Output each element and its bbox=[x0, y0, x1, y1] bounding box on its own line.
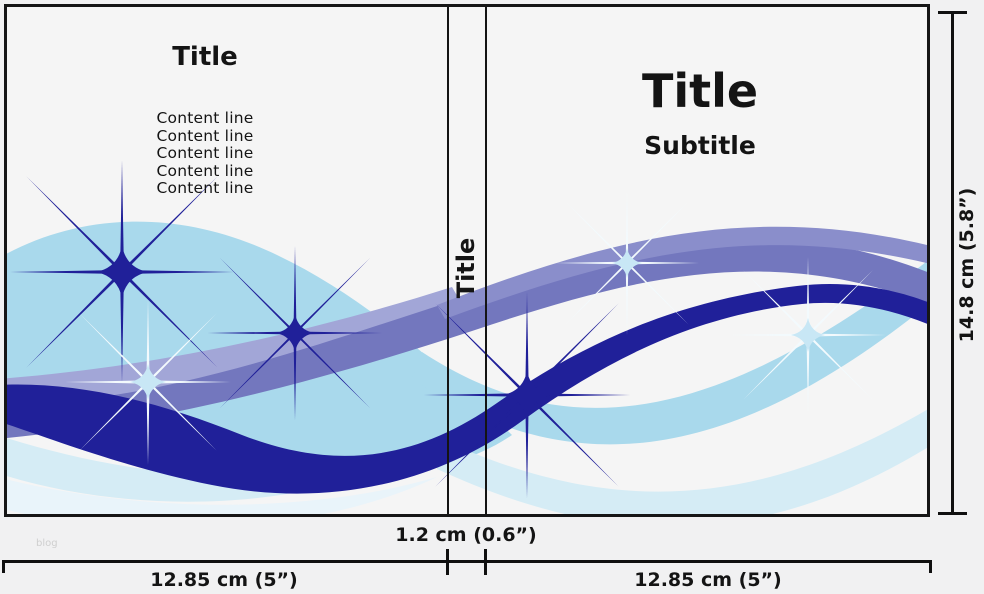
wave-navy bbox=[7, 284, 927, 494]
right-panel-width-label: 12.85 cm (5”) bbox=[634, 569, 782, 591]
height-line-bottom-tick bbox=[938, 512, 967, 515]
content-line: Content line bbox=[156, 161, 254, 180]
wave-lightblue-right bbox=[412, 261, 927, 445]
back-panel-title: Title bbox=[172, 42, 238, 72]
height-line-top-tick bbox=[938, 11, 967, 14]
swirl-artwork bbox=[7, 160, 927, 514]
width-line-left-end-tick bbox=[2, 560, 5, 573]
spine-left-line bbox=[447, 7, 449, 514]
spine-width-label: 1.2 cm (0.6”) bbox=[395, 524, 537, 546]
content-line: Content line bbox=[156, 179, 254, 197]
height-label: 14.8 cm (5.8”) bbox=[956, 187, 978, 343]
left-panel-width-label: 12.85 cm (5”) bbox=[150, 569, 298, 591]
sparkle-star-light-1 bbox=[65, 299, 231, 465]
content-line: Content line bbox=[156, 109, 254, 127]
wave-palest-left bbox=[7, 477, 437, 514]
front-panel-title: Title bbox=[641, 64, 759, 118]
spine-title: Title bbox=[452, 237, 480, 299]
height-dimension-line bbox=[951, 11, 954, 515]
sparkle-star-light-3 bbox=[729, 256, 887, 414]
watermark-text: blog bbox=[36, 538, 58, 549]
spine-left-tick bbox=[446, 549, 449, 575]
front-panel-subtitle: Subtitle bbox=[644, 131, 756, 160]
wave-purple-thin bbox=[437, 226, 927, 319]
back-panel-content: Content line Content line Content line C… bbox=[55, 109, 355, 198]
spine-right-line bbox=[485, 7, 487, 514]
width-dimension-line bbox=[2, 560, 932, 563]
sparkle-star-light-2 bbox=[554, 191, 700, 335]
content-line: Content line bbox=[156, 144, 254, 162]
spine-right-tick bbox=[484, 549, 487, 575]
content-line: Content line bbox=[156, 126, 254, 145]
width-line-right-end-tick bbox=[929, 560, 932, 573]
sparkle-star-navy-2 bbox=[207, 245, 383, 421]
wave-purple-main bbox=[7, 238, 927, 438]
wave-pale-right bbox=[437, 409, 927, 514]
cover-card: Title Content line Content line Content … bbox=[4, 4, 930, 517]
wave-purple-stripe bbox=[7, 287, 459, 407]
